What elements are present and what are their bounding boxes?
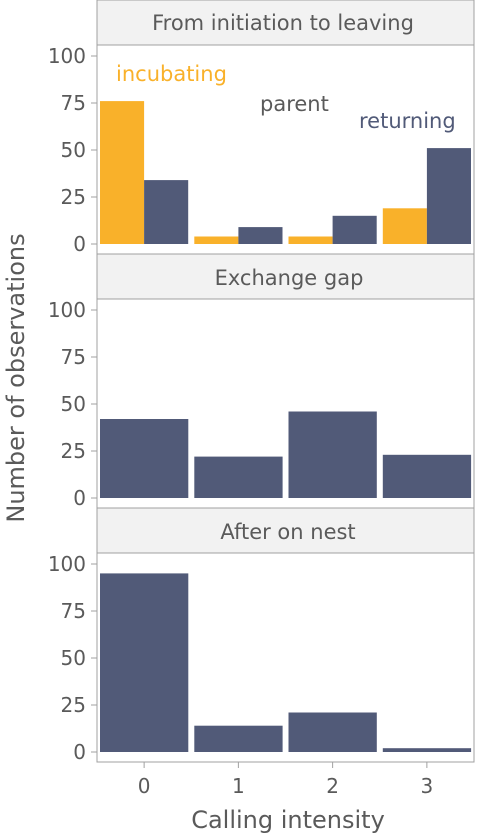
panel-after-on-nest: After on nest 0 25 50 75 100 (48, 507, 475, 764)
y-axis: 0 25 50 75 100 (48, 552, 97, 764)
panel-initiation-to-leaving: From initiation to leaving 0 25 50 75 100 in… (48, 0, 475, 256)
panel-title: Exchange gap (215, 266, 364, 290)
bar-count-0 (100, 419, 189, 498)
bar-returning-1 (238, 227, 283, 244)
y-tick-label: 25 (61, 439, 86, 463)
panel-exchange-gap: Exchange gap 0 25 50 75 100 (48, 253, 475, 510)
bar-count-1 (194, 456, 283, 498)
y-axis: 0 25 50 75 100 (48, 298, 97, 510)
y-tick-label: 50 (61, 138, 86, 162)
bar-group (100, 411, 472, 498)
x-tick-label: 0 (138, 774, 151, 798)
strip-background (96, 0, 475, 46)
bar-incubating-1 (194, 236, 239, 244)
y-tick-label: 0 (73, 740, 86, 764)
y-tick-label: 25 (61, 185, 86, 209)
bar-returning-2 (332, 215, 377, 244)
bar-returning-3 (426, 148, 471, 244)
y-tick-label: 75 (61, 91, 86, 115)
bar-incubating-0 (100, 101, 145, 244)
x-axis: 0 1 2 3 (138, 762, 433, 798)
bar-incubating-2 (288, 236, 333, 244)
y-tick-label: 100 (48, 298, 86, 322)
y-tick-label: 100 (48, 44, 86, 68)
y-tick-label: 75 (61, 599, 86, 623)
bar-group (100, 573, 472, 752)
bar-count-0 (100, 573, 189, 752)
bar-count-3 (382, 454, 472, 498)
y-axis: 0 25 50 75 100 (48, 44, 97, 256)
bar-count-1 (194, 725, 283, 752)
y-tick-label: 50 (61, 646, 86, 670)
bar-incubating-3 (382, 208, 427, 244)
y-tick-label: 100 (48, 552, 86, 576)
bar-group (100, 101, 471, 244)
x-tick-label: 1 (232, 774, 245, 798)
panel-title: After on nest (220, 520, 355, 544)
strip-background (96, 253, 475, 300)
legend-label-returning: returning (359, 109, 456, 133)
y-axis-label: Number of observations (2, 233, 30, 522)
x-tick-label: 3 (421, 774, 434, 798)
legend-label-parent: parent (260, 92, 329, 116)
bar-returning-0 (144, 180, 189, 244)
y-tick-label: 0 (73, 486, 86, 510)
legend-label-incubating: incubating (116, 62, 227, 86)
y-tick-label: 50 (61, 392, 86, 416)
panel-title: From initiation to leaving (152, 11, 414, 35)
y-tick-label: 75 (61, 345, 86, 369)
strip-background (96, 507, 475, 554)
bar-count-2 (288, 712, 377, 752)
bar-count-2 (288, 411, 377, 498)
x-tick-label: 2 (326, 774, 339, 798)
y-tick-label: 0 (73, 232, 86, 256)
x-axis-label: Calling intensity (191, 806, 385, 834)
y-tick-label: 25 (61, 693, 86, 717)
bar-count-3 (382, 748, 472, 752)
